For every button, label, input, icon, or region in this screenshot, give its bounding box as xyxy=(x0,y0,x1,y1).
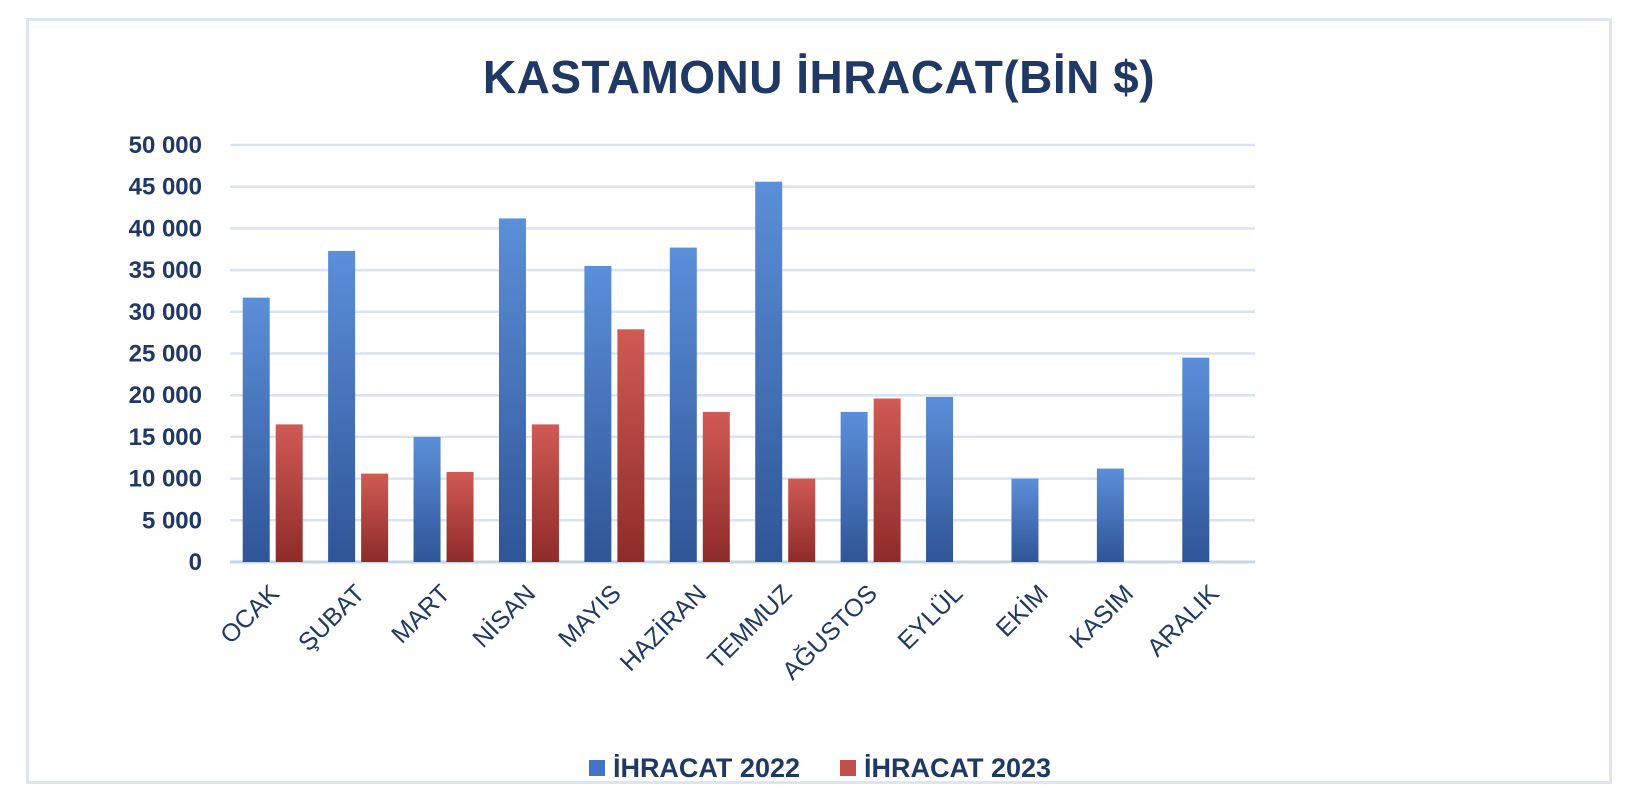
gridlines xyxy=(230,143,1255,564)
x-category-label: NİSAN xyxy=(467,579,542,654)
y-tick-label: 10 000 xyxy=(129,466,202,493)
bar-2022-mart xyxy=(413,436,441,562)
legend-item-2023: İHRACAT 2023 xyxy=(840,748,1051,788)
legend-swatch-2023 xyxy=(840,760,856,776)
x-axis-category-labels: OCAK ŞUBAT MART NİSAN MAYISHAZİRANTEMMUZAĞUS… xyxy=(215,579,1225,686)
x-category-label: MAYIS xyxy=(553,579,627,653)
legend-swatch-2022 xyxy=(588,760,605,776)
y-tick-label: 20 000 xyxy=(129,382,202,409)
legend-label-2022: İHRACAT 2022 xyxy=(612,752,800,783)
bar-2022-ni̇san xyxy=(498,218,526,562)
x-category-label: EKİM xyxy=(990,579,1054,643)
y-tick-label: 15 000 xyxy=(129,424,202,451)
bar-2022-ağustos xyxy=(840,411,868,562)
y-tick-label: 35 000 xyxy=(129,257,202,284)
bar-2023-temmuz xyxy=(788,478,816,562)
chart-title: KASTAMONU İHRACAT(BİN $) xyxy=(482,51,1156,103)
bar-2023-hazi̇ran xyxy=(702,411,730,562)
bar-2022-aralik xyxy=(1182,357,1210,562)
x-category-label: HAZİRAN xyxy=(614,579,712,677)
legend: İHRACAT 2022 İHRACAT 2023 xyxy=(0,748,1640,788)
bar-2023-ocak xyxy=(275,424,303,562)
x-category-label: OCAK xyxy=(215,579,285,649)
x-category-label: KASIM xyxy=(1064,579,1139,654)
bar-2023-ağustos xyxy=(873,398,901,562)
bars xyxy=(242,181,1210,563)
y-tick-label: 25 000 xyxy=(129,341,202,368)
bar-2023-mart xyxy=(446,471,474,562)
y-tick-label: 5 000 xyxy=(142,507,202,534)
y-axis-tick-labels: 0 5 000 10 000 15 000 20 000 25 000 30 000 35 0… xyxy=(129,132,202,576)
bar-2022-hazi̇ran xyxy=(669,247,697,562)
bar-2022-mayis xyxy=(584,265,612,562)
y-tick-label: 45 000 xyxy=(129,174,202,201)
bar-2022-ocak xyxy=(242,297,270,562)
bar-2022-eylül xyxy=(926,396,954,562)
x-category-label: ARALIK xyxy=(1142,579,1225,662)
y-tick-label: 40 000 xyxy=(129,215,202,242)
bar-2022-eki̇m xyxy=(1011,478,1039,562)
y-tick-label: 30 000 xyxy=(129,299,202,326)
bar-2023-şubat xyxy=(361,473,389,562)
y-tick-label: 50 000 xyxy=(129,132,202,159)
y-tick-label: 0 xyxy=(189,549,202,576)
bar-2022-kasim xyxy=(1096,468,1124,562)
x-category-label: EYLÜL xyxy=(892,579,968,655)
legend-item-2022: İHRACAT 2022 xyxy=(588,748,800,788)
x-category-label: ŞUBAT xyxy=(293,579,370,656)
bar-2022-şubat xyxy=(328,250,356,562)
bar-2023-mayis xyxy=(617,329,645,562)
bar-2023-ni̇san xyxy=(531,424,559,562)
bar-2022-temmuz xyxy=(755,181,783,563)
legend-label-2023: İHRACAT 2023 xyxy=(864,752,1052,783)
x-category-label: MART xyxy=(386,579,456,649)
